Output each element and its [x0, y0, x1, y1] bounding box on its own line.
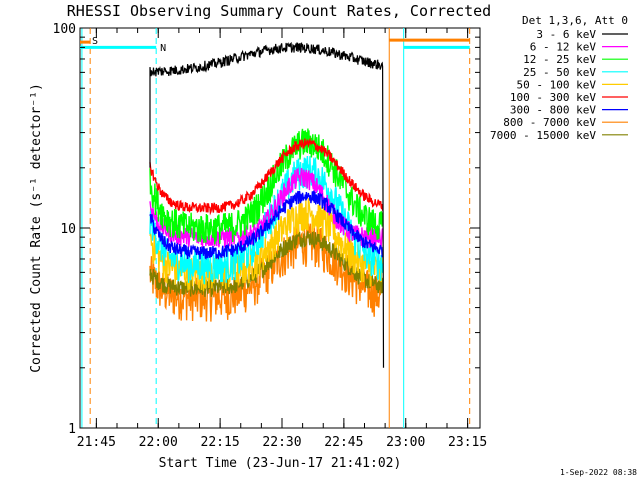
- series-line-6: [149, 190, 384, 260]
- x-tick-label: 23:00: [386, 435, 425, 450]
- chart-title: RHESSI Observing Summary Count Rates, Co…: [67, 2, 491, 20]
- y-tick-label: 10: [60, 222, 76, 237]
- x-axis-label: Start Time (23-Jun-17 21:41:02): [159, 456, 402, 471]
- legend-label: 300 - 800 keV: [510, 104, 596, 117]
- legend-label: 100 - 300 keV: [510, 91, 596, 104]
- y-axis-label: Corrected Count Rate (s⁻¹ detector⁻¹): [29, 83, 44, 373]
- timestamp-label: 1-Sep-2022 08:38: [560, 468, 637, 477]
- legend-label: 25 - 50 keV: [523, 66, 596, 79]
- x-tick-label: 22:00: [139, 435, 178, 450]
- series-line-7: [149, 223, 384, 322]
- legend-title: Det 1,3,6, Att 0: [522, 14, 628, 27]
- x-tick-label: 21:45: [77, 435, 116, 450]
- legend-label: 6 - 12 keV: [530, 41, 597, 54]
- night-flag-label: N: [160, 43, 166, 54]
- axis-layer: 21:45 22:00 22:15 22:30 22:45 23:00 23:15 1 10 10…: [53, 22, 488, 450]
- legend-label: 7000 - 15000 keV: [490, 129, 596, 142]
- y-tick-label: 1: [68, 422, 76, 437]
- legend-label: 12 - 25 keV: [523, 53, 596, 66]
- x-tick-label: 23:15: [448, 435, 487, 450]
- saa-flag-label: S: [92, 36, 98, 47]
- legend-label: 3 - 6 keV: [536, 28, 596, 41]
- x-tick-label: 22:30: [262, 435, 301, 450]
- x-tick-label: 22:15: [201, 435, 240, 450]
- series-layer: [149, 41, 385, 368]
- x-tick-label: 22:45: [324, 435, 363, 450]
- series-line-5: [149, 137, 384, 216]
- y-tick-label: 100: [53, 22, 76, 37]
- series-line-0: [149, 41, 385, 368]
- legend-label: 800 - 7000 keV: [503, 116, 596, 129]
- legend-label: 50 - 100 keV: [517, 78, 597, 91]
